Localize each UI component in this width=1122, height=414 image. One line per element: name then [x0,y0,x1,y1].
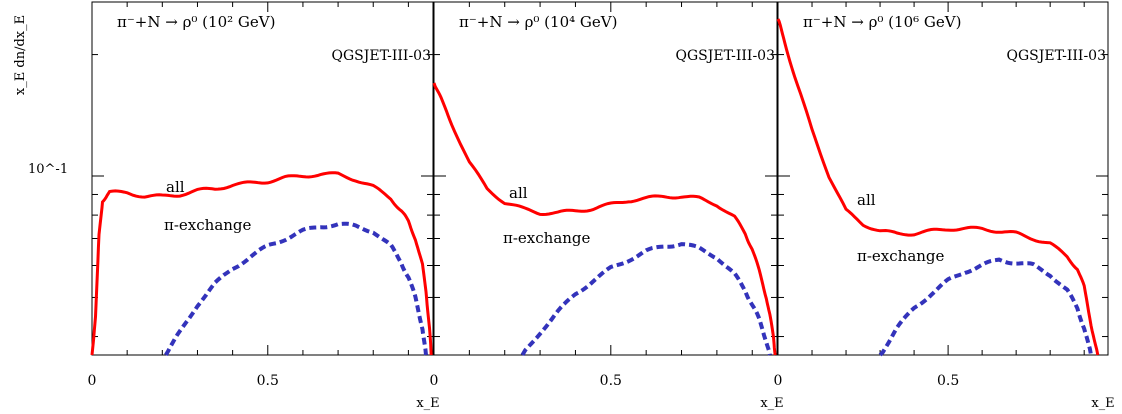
x-tick-label: 0.5 [600,373,622,389]
x-axis-label: x_E [416,396,439,411]
pi-exchange-curve-label: π-exchange [503,229,591,247]
all-curve [776,18,1100,356]
plot-frame [777,1,1109,356]
y-tick-label: 10^-1 [28,162,68,177]
y-axis-title: x_E dn/dx_E [13,15,28,95]
all-curve-label: all [857,191,876,209]
pi-exchange-curve [520,242,772,357]
model-label: QGSJET-III-03 [676,48,775,64]
all-curve-label: all [166,178,185,196]
chart-panel: 0 0.5 x_E π⁻+N → ρ⁰ (10⁴ GeV) QGSJET-III-03 a… [430,1,784,411]
plot-frame [91,1,434,356]
panel-title: π⁻+N → ρ⁰ (10⁶ GeV) [803,13,961,31]
x-tick-label: 0.5 [257,373,279,389]
plot-frame [433,1,778,356]
x-tick-label: 0 [774,373,783,389]
all-curve [90,171,433,356]
chart-panel: 0 0.5 x_E π⁻+N → ρ⁰ (10⁶ GeV) QGSJET-III-03 a… [774,1,1115,411]
model-label: QGSJET-III-03 [1007,48,1106,64]
pi-exchange-curve-label: π-exchange [857,247,945,265]
chart-panel: 0 0.5 x_E π⁻+N → ρ⁰ (10² GeV) QGSJET-III-03 a… [88,1,440,411]
x-axis-label: x_E [1091,396,1114,411]
x-tick-label: 0.5 [937,373,959,389]
x-tick-label: 0 [430,373,439,389]
x-axis-label: x_E [760,396,783,411]
y-axis-label: x_E dn/dx_E [13,15,28,95]
all-curve-label: all [509,184,528,202]
panel-title: π⁻+N → ρ⁰ (10⁴ GeV) [459,13,617,31]
panels: 0 0.5 x_E π⁻+N → ρ⁰ (10² GeV) QGSJET-III-03 a… [88,1,1115,411]
pi-exchange-curve-label: π-exchange [164,216,252,234]
x-tick-label: 0 [88,373,97,389]
pi-exchange-curve [878,257,1093,357]
pi-exchange-curve [164,221,428,357]
panel-title: π⁻+N → ρ⁰ (10² GeV) [117,13,275,31]
model-label: QGSJET-III-03 [332,48,431,64]
all-curve [432,82,777,356]
